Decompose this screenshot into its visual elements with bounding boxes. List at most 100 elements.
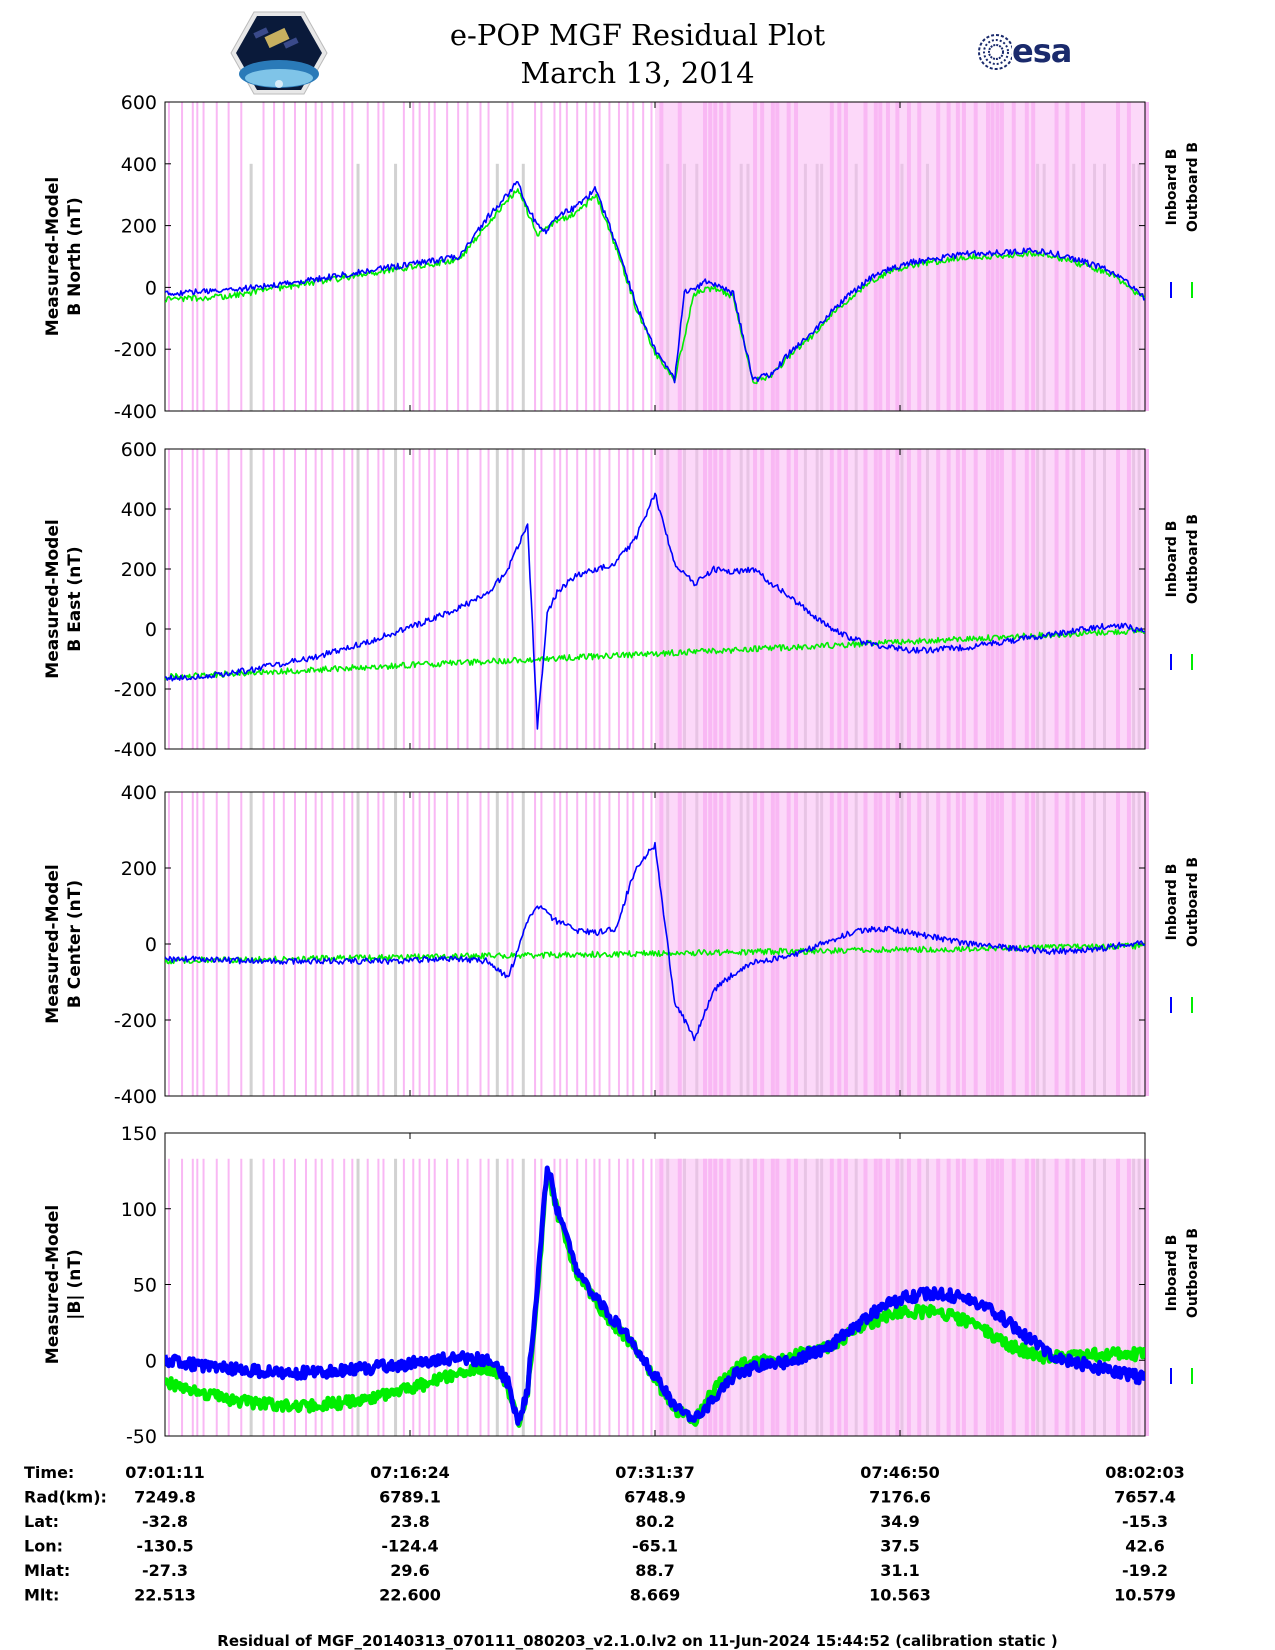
info-cell: 7657.4	[1114, 1488, 1176, 1507]
pink-band	[273, 1158, 276, 1436]
y-tick-label: 50	[133, 1275, 157, 1297]
pink-band	[576, 792, 579, 1096]
info-cell: 7249.8	[134, 1488, 196, 1507]
y-tick-label: -400	[114, 739, 157, 761]
pink-band	[428, 1158, 431, 1436]
gray-band	[521, 792, 525, 1096]
pink-band	[181, 449, 184, 749]
pink-band	[262, 102, 265, 411]
pink-band	[304, 102, 307, 411]
y-tick-label: 150	[121, 1123, 157, 1145]
pink-band	[412, 792, 415, 1096]
pink-band	[167, 1158, 170, 1436]
pink-band	[402, 792, 405, 1096]
pink-band	[304, 792, 307, 1096]
info-cell: 23.8	[390, 1512, 429, 1531]
pink-band	[559, 449, 562, 749]
info-row-label: Mlt:	[24, 1586, 59, 1605]
y-tick-label: 0	[145, 934, 157, 956]
legend: Inboard B Outboard B	[1164, 514, 1201, 670]
pink-band	[487, 1158, 490, 1436]
panel-1: -400 -200 0 200 400 600 Measured-Model B North …	[43, 92, 1201, 423]
y-tick-label: -200	[114, 339, 157, 361]
gray-band	[495, 163, 499, 411]
pink-band	[540, 449, 543, 749]
gray-band	[394, 163, 398, 411]
series-inboard	[165, 181, 1145, 384]
pink-band	[650, 792, 653, 1096]
pink-band	[540, 792, 543, 1096]
legend-label-inboard: Inboard B	[1164, 1235, 1180, 1312]
info-cell: 22.600	[379, 1586, 441, 1605]
pink-band	[626, 102, 629, 411]
pink-band	[511, 792, 514, 1096]
pink-band	[457, 1158, 460, 1436]
footer-caption: Residual of MGF_20140313_070111_080203_v…	[0, 1632, 1275, 1650]
y-tick-label: 0	[145, 277, 157, 299]
pink-band	[366, 1158, 369, 1436]
pink-band	[215, 449, 218, 749]
y-tick-label: 200	[121, 559, 157, 581]
footer-text: Residual of MGF_20140313_070111_080203_v…	[217, 1632, 1058, 1650]
info-row-label: Lon:	[24, 1537, 63, 1556]
pink-band	[585, 792, 588, 1096]
pink-band	[418, 449, 421, 749]
pink-band	[215, 792, 218, 1096]
info-cell: 29.6	[390, 1561, 429, 1580]
pink-band	[506, 102, 509, 411]
esa-logo: esa	[976, 30, 1096, 74]
pink-band	[642, 792, 645, 1096]
pink-band	[343, 449, 346, 749]
pink-band	[282, 102, 285, 411]
pink-band	[418, 102, 421, 411]
info-cell: 07:46:50	[860, 1463, 940, 1482]
pink-band	[540, 102, 543, 411]
pink-band	[565, 1158, 568, 1436]
pink-band	[553, 1158, 556, 1436]
info-row-label: Mlat:	[24, 1561, 70, 1580]
pink-band	[366, 102, 369, 411]
info-cell: -27.3	[142, 1561, 188, 1580]
pink-band	[650, 102, 653, 411]
pink-band	[559, 1158, 562, 1436]
pink-band	[585, 449, 588, 749]
pink-band	[331, 449, 334, 749]
y-tick-label: 400	[121, 499, 157, 521]
pink-band	[559, 102, 562, 411]
pink-band	[593, 102, 596, 411]
y-tick-label: 100	[121, 1199, 157, 1221]
panel-2: -400 -200 0 200 400 600 Measured-Model B East (…	[43, 439, 1201, 761]
y-tick-label: 0	[145, 619, 157, 641]
pink-band	[215, 102, 218, 411]
info-cell: 31.1	[880, 1561, 919, 1580]
pink-band	[293, 449, 296, 749]
pink-band	[227, 1158, 230, 1436]
pink-band	[167, 102, 170, 411]
info-cell: 6789.1	[379, 1488, 441, 1507]
pink-band	[511, 449, 514, 749]
info-cell: 7176.6	[869, 1488, 931, 1507]
pink-band	[487, 102, 490, 411]
legend-label-inboard: Inboard B	[1164, 864, 1180, 941]
pink-band	[366, 792, 369, 1096]
pink-band	[402, 102, 405, 411]
pink-band	[617, 792, 620, 1096]
pink-band	[433, 102, 436, 411]
pink-band	[632, 102, 635, 411]
pink-band	[428, 102, 431, 411]
info-cell: 07:31:37	[615, 1463, 695, 1482]
pink-band	[412, 1158, 415, 1436]
legend-label-inboard: Inboard B	[1164, 521, 1180, 598]
y-axis-label-line1: Measured-Model	[43, 177, 63, 336]
pink-band	[304, 449, 307, 749]
gray-band	[521, 163, 525, 411]
pink-band	[262, 1158, 265, 1436]
pink-band	[320, 102, 323, 411]
legend: Inboard B Outboard B	[1164, 857, 1201, 1013]
pink-band	[273, 792, 276, 1096]
data-coverage-bands	[167, 1158, 1149, 1436]
pink-band	[320, 792, 323, 1096]
pink-band	[428, 792, 431, 1096]
y-tick-label: -200	[114, 679, 157, 701]
pink-band	[351, 1158, 354, 1436]
